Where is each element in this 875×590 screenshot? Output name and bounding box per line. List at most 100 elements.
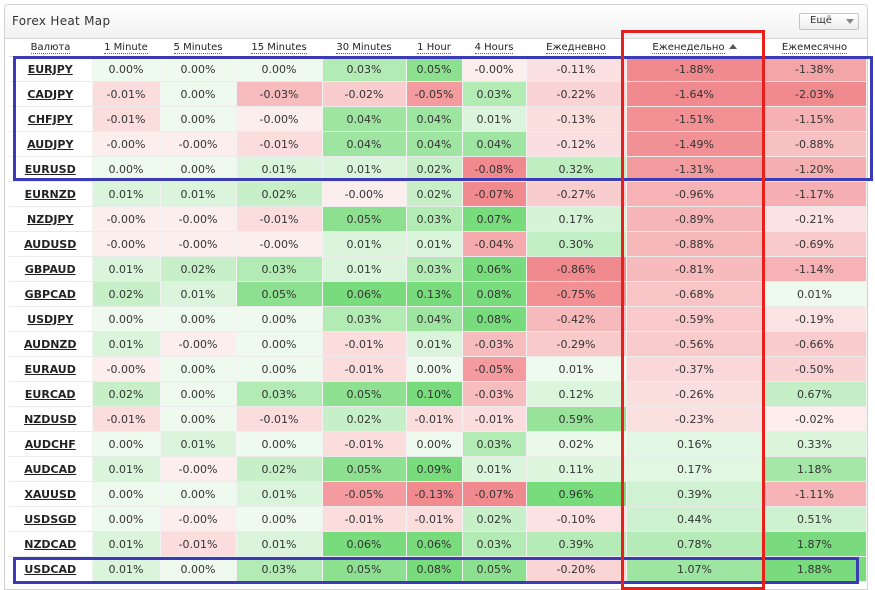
value-cell: 0.39% <box>526 531 627 557</box>
value-cell: -0.27% <box>526 181 627 207</box>
table-row: USDCAD 0.01% 0.00% 0.03% 0.05% 0.08% 0.05% -0.2… <box>9 556 867 582</box>
column-header[interactable]: Валюта <box>9 39 92 57</box>
pair-link[interactable]: CADJPY <box>27 87 74 101</box>
value-cell: -0.02% <box>322 81 407 107</box>
pair-link[interactable]: AUDJPY <box>27 137 74 151</box>
pair-link[interactable]: AUDUSD <box>24 237 77 251</box>
pair-cell: AUDJPY <box>9 131 93 157</box>
pair-link[interactable]: NZDUSD <box>24 412 77 426</box>
pair-link[interactable]: USDSGD <box>24 512 77 526</box>
pair-cell: USDCAD <box>9 556 93 582</box>
value-cell: 0.08% <box>462 281 527 307</box>
value-cell: -1.20% <box>763 156 867 182</box>
value-cell: 0.01% <box>406 331 463 357</box>
value-cell: 0.01% <box>763 281 867 307</box>
heatmap-panel: Forex Heat Map Ещё Валюта 1 Minute 5 Minut… <box>4 4 868 590</box>
value-cell: -0.13% <box>526 106 627 132</box>
value-cell: 1.88% <box>763 556 867 582</box>
pair-link[interactable]: USDCAD <box>24 562 77 576</box>
value-cell: -0.00% <box>160 206 237 232</box>
value-cell: -0.00% <box>160 331 237 357</box>
value-cell: -0.01% <box>322 431 407 457</box>
value-cell: -0.86% <box>526 256 627 282</box>
value-cell: 0.05% <box>406 56 463 82</box>
value-cell: -0.08% <box>462 156 527 182</box>
pair-link[interactable]: AUDCAD <box>24 462 77 476</box>
column-header[interactable]: 30 Minutes <box>322 39 406 57</box>
value-cell: -0.01% <box>160 531 237 557</box>
value-cell: 0.03% <box>462 431 527 457</box>
table-row: EURUSD 0.00% 0.00% 0.01% 0.01% 0.02% -0.08% 0.3… <box>9 156 867 182</box>
pair-link[interactable]: GBPCAD <box>24 287 76 301</box>
value-cell: -0.00% <box>160 231 237 257</box>
pair-link[interactable]: EURUSD <box>24 162 76 176</box>
pair-link[interactable]: EURNZD <box>24 187 76 201</box>
table-row: NZDUSD -0.01% 0.00% -0.01% 0.02% -0.01% -0.01%… <box>9 406 867 432</box>
value-cell: 0.03% <box>462 81 527 107</box>
column-header[interactable]: 5 Minutes <box>160 39 236 57</box>
pair-link[interactable]: NZDJPY <box>27 212 74 226</box>
pair-link[interactable]: EURAUD <box>24 362 76 376</box>
value-cell: 0.00% <box>236 506 323 532</box>
value-cell: 0.00% <box>160 81 237 107</box>
value-cell: 0.16% <box>626 431 764 457</box>
pair-cell: EURUSD <box>9 156 93 182</box>
value-cell: -0.01% <box>236 131 323 157</box>
column-header-label: 5 Minutes <box>173 42 223 54</box>
value-cell: -0.89% <box>626 206 764 232</box>
value-cell: -0.13% <box>406 481 463 507</box>
pair-link[interactable]: AUDNZD <box>23 337 77 351</box>
value-cell: -0.01% <box>462 406 527 432</box>
value-cell: -0.96% <box>626 181 764 207</box>
column-header[interactable]: 4 Hours <box>462 39 526 57</box>
value-cell: 0.00% <box>160 481 237 507</box>
value-cell: 0.03% <box>322 56 407 82</box>
column-header[interactable]: Ежедневно <box>526 39 626 57</box>
table-row: AUDNZD 0.01% -0.00% 0.00% -0.01% 0.01% -0.03% -… <box>9 331 867 357</box>
value-cell: 0.02% <box>462 506 527 532</box>
value-cell: 0.00% <box>406 431 463 457</box>
pair-link[interactable]: USDJPY <box>27 312 74 326</box>
value-cell: 0.01% <box>322 231 407 257</box>
column-header[interactable]: 1 Hour <box>406 39 462 57</box>
value-cell: 0.01% <box>92 531 161 557</box>
pair-cell: USDSGD <box>9 506 93 532</box>
pair-link[interactable]: XAUUSD <box>24 487 77 501</box>
pair-cell: XAUUSD <box>9 481 93 507</box>
pair-link[interactable]: EURCAD <box>24 387 76 401</box>
table-row: USDSGD 0.00% -0.00% 0.00% -0.01% -0.01% 0.02% -… <box>9 506 867 532</box>
pair-link[interactable]: AUDCHF <box>24 437 76 451</box>
column-header[interactable]: Ежемесячно <box>763 39 866 57</box>
value-cell: 0.05% <box>322 206 407 232</box>
pair-cell: NZDCAD <box>9 531 93 557</box>
value-cell: 0.01% <box>462 456 527 482</box>
value-cell: -1.17% <box>763 181 867 207</box>
value-cell: 0.00% <box>160 106 237 132</box>
column-header[interactable]: Еженедельно <box>626 39 763 57</box>
pair-cell: AUDNZD <box>9 331 93 357</box>
value-cell: 0.05% <box>322 556 407 582</box>
pair-cell: NZDJPY <box>9 206 93 232</box>
pair-link[interactable]: NZDCAD <box>24 537 77 551</box>
pair-cell: GBPCAD <box>9 281 93 307</box>
value-cell: 0.00% <box>160 56 237 82</box>
value-cell: -0.19% <box>763 306 867 332</box>
pair-link[interactable]: CHFJPY <box>27 112 73 126</box>
pair-cell: USDJPY <box>9 306 93 332</box>
column-header[interactable]: 15 Minutes <box>236 39 322 57</box>
column-header-label: Ежедневно <box>546 42 606 54</box>
value-cell: 0.00% <box>92 56 161 82</box>
more-dropdown-button[interactable]: Ещё <box>799 13 859 30</box>
pair-cell: EURCAD <box>9 381 93 407</box>
pair-link[interactable]: EURJPY <box>27 62 73 76</box>
value-cell: -0.23% <box>626 406 764 432</box>
value-cell: 0.59% <box>526 406 627 432</box>
value-cell: 0.06% <box>322 531 407 557</box>
value-cell: 0.01% <box>160 281 237 307</box>
pair-cell: AUDCAD <box>9 456 93 482</box>
value-cell: 0.01% <box>92 556 161 582</box>
column-header[interactable]: 1 Minute <box>92 39 160 57</box>
value-cell: 0.01% <box>322 256 407 282</box>
value-cell: 0.17% <box>526 206 627 232</box>
pair-link[interactable]: GBPAUD <box>24 262 76 276</box>
